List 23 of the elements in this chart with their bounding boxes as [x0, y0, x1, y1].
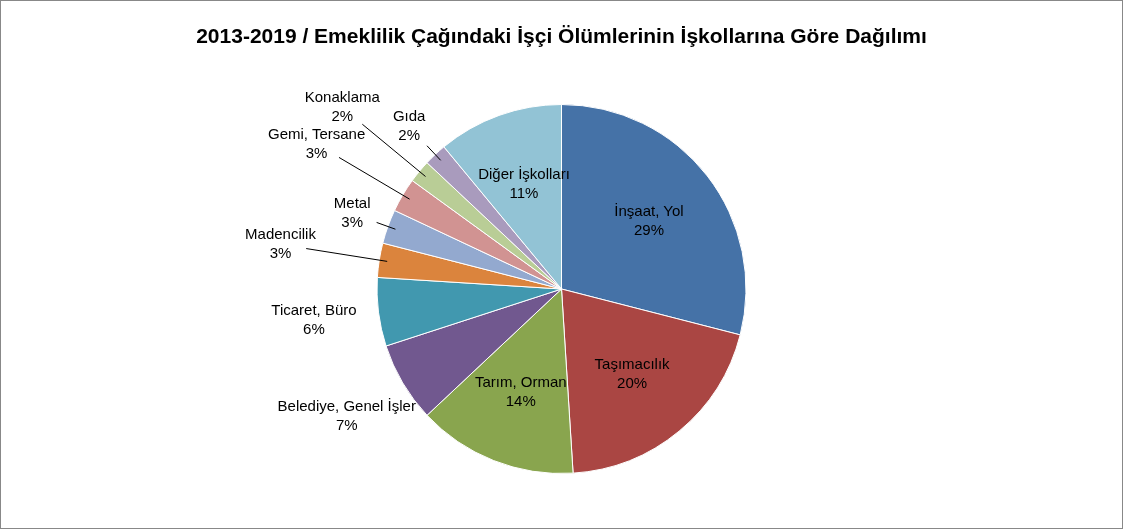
data-label: 7% — [335, 415, 358, 433]
data-label: 3% — [305, 143, 328, 161]
slice-label: Gıda — [392, 107, 427, 125]
slice-label: Taşımacılık — [594, 354, 671, 372]
slice-label: Metal — [333, 194, 371, 212]
data-label: 3% — [341, 213, 363, 231]
slice-label: Ticaret, Büro — [271, 300, 357, 318]
data-label: 3% — [269, 244, 292, 262]
slice-label: Gemi, Tersane — [267, 124, 366, 142]
data-label: 29% — [633, 220, 664, 238]
slice-label: Tarım, Orman — [474, 372, 567, 390]
slice-label: Diğer İşkolları — [478, 165, 570, 183]
chart-title: 2013-2019 / Emeklilik Çağındaki İşçi Ölümlerinin İşkollarına Göre Dağılımı — [196, 23, 927, 47]
data-label: 11% — [509, 184, 539, 202]
data-label: 14% — [505, 391, 536, 409]
data-label: 2% — [398, 126, 421, 144]
data-label: 20% — [617, 373, 648, 391]
data-label: 2% — [331, 107, 354, 125]
slice-label: Konaklama — [304, 88, 381, 106]
slice-label: Belediye, Genel İşler — [277, 396, 416, 414]
slice-label: İnşaat, Yol — [614, 201, 684, 219]
data-label: 6% — [303, 319, 325, 337]
slice-label: Madencilik — [245, 225, 317, 243]
